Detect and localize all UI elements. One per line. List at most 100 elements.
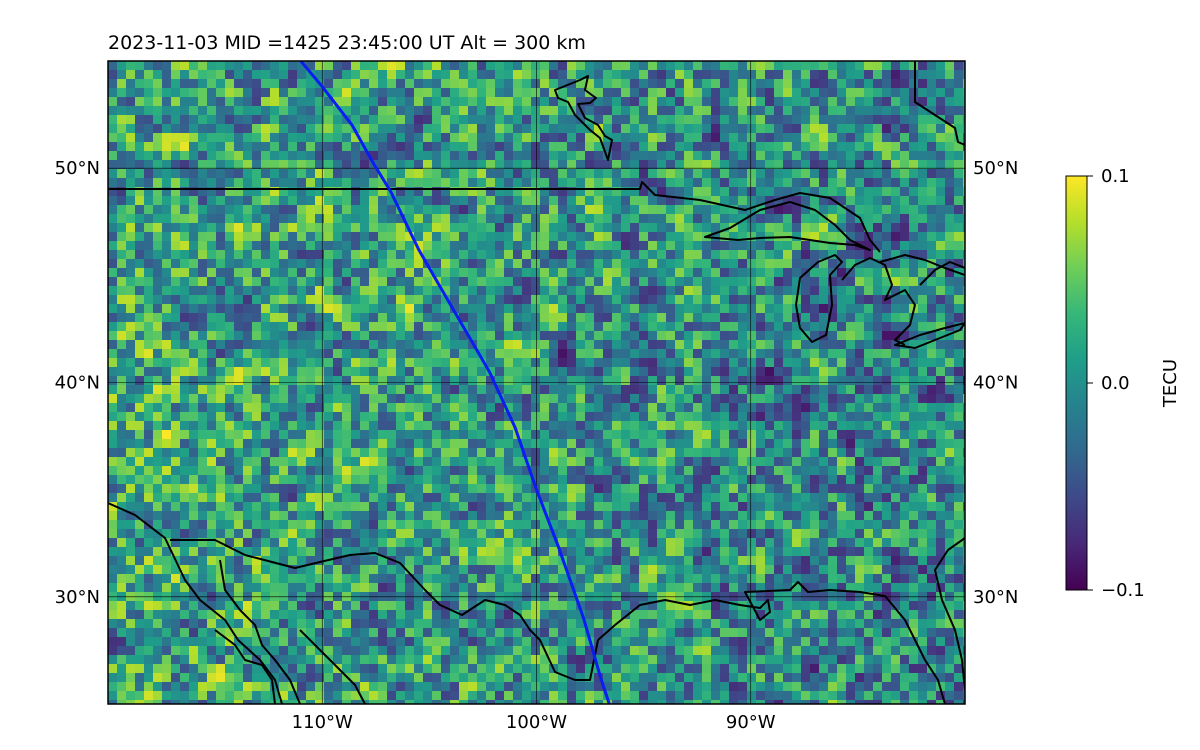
tec-cell	[765, 475, 775, 485]
tec-cell	[288, 331, 298, 341]
tec-cell	[108, 421, 118, 431]
tec-cell	[864, 97, 874, 107]
tec-cell	[855, 340, 865, 350]
tec-cell	[180, 340, 190, 350]
tec-cell	[765, 385, 775, 395]
tec-cell	[513, 502, 523, 512]
tec-cell	[333, 97, 343, 107]
tec-cell	[630, 475, 640, 485]
tec-cell	[567, 223, 577, 233]
tec-cell	[180, 331, 190, 341]
tec-cell	[450, 511, 460, 521]
tec-cell	[522, 223, 532, 233]
tec-cell	[855, 313, 865, 323]
tec-cell	[666, 520, 676, 530]
tec-cell	[486, 97, 496, 107]
tec-cell	[315, 412, 325, 422]
tec-cell	[765, 124, 775, 134]
tec-cell	[549, 169, 559, 179]
tec-cell	[432, 412, 442, 422]
tec-cell	[153, 268, 163, 278]
tec-cell	[477, 457, 487, 467]
tec-cell	[414, 385, 424, 395]
tec-cell	[810, 160, 820, 170]
tec-cell	[855, 115, 865, 125]
tec-cell	[405, 457, 415, 467]
tec-cell	[783, 169, 793, 179]
tec-cell	[693, 511, 703, 521]
tec-cell	[927, 88, 937, 98]
tec-cell	[774, 520, 784, 530]
tec-cell	[189, 448, 199, 458]
tec-cell	[414, 205, 424, 215]
tec-cell	[711, 61, 721, 71]
tec-cell	[810, 520, 820, 530]
tec-cell	[396, 214, 406, 224]
tec-cell	[216, 205, 226, 215]
tec-cell	[846, 115, 856, 125]
tec-cell	[513, 223, 523, 233]
tec-cell	[873, 133, 883, 143]
tec-cell	[558, 295, 568, 305]
tec-cell	[855, 475, 865, 485]
tec-cell	[819, 268, 829, 278]
tec-cell	[495, 169, 505, 179]
tec-cell	[810, 268, 820, 278]
tec-cell	[270, 412, 280, 422]
tec-cell	[927, 457, 937, 467]
tec-cell	[657, 520, 667, 530]
tec-cell	[945, 502, 955, 512]
tec-cell	[207, 295, 217, 305]
tec-cell	[378, 232, 388, 242]
tec-cell	[261, 394, 271, 404]
tec-cell	[477, 205, 487, 215]
tec-cell	[702, 133, 712, 143]
tec-cell	[918, 313, 928, 323]
tec-cell	[540, 493, 550, 503]
tec-cell	[450, 412, 460, 422]
tec-cell	[531, 304, 541, 314]
tec-cell	[738, 448, 748, 458]
tec-cell	[261, 448, 271, 458]
tec-cell	[675, 340, 685, 350]
tec-cell	[522, 142, 532, 152]
tec-cell	[207, 133, 217, 143]
tec-cell	[576, 205, 586, 215]
tec-cell	[864, 115, 874, 125]
tec-cell	[171, 421, 181, 431]
tec-cell	[261, 205, 271, 215]
tec-cell	[234, 277, 244, 287]
tec-cell	[441, 349, 451, 359]
tec-cell	[801, 358, 811, 368]
tec-cell	[729, 313, 739, 323]
tec-cell	[900, 79, 910, 89]
tec-cell	[351, 250, 361, 260]
tec-cell	[306, 367, 316, 377]
tec-cell	[189, 268, 199, 278]
tec-cell	[126, 295, 136, 305]
tec-cell	[648, 250, 658, 260]
tec-cell	[495, 241, 505, 251]
tec-cell	[117, 196, 127, 206]
tec-cell	[927, 223, 937, 233]
tec-cell	[297, 79, 307, 89]
tec-cell	[720, 349, 730, 359]
tec-cell	[747, 421, 757, 431]
tec-cell	[252, 511, 262, 521]
tec-cell	[837, 331, 847, 341]
tec-cell	[657, 178, 667, 188]
tec-cell	[864, 61, 874, 71]
tec-cell	[666, 268, 676, 278]
tec-cell	[378, 259, 388, 269]
tec-cell	[513, 196, 523, 206]
tec-cell	[567, 466, 577, 476]
tec-cell	[747, 439, 757, 449]
tec-cell	[522, 79, 532, 89]
tec-cell	[261, 241, 271, 251]
tec-cell	[414, 358, 424, 368]
tec-cell	[387, 115, 397, 125]
tec-cell	[423, 376, 433, 386]
tec-cell	[549, 178, 559, 188]
tec-cell	[621, 277, 631, 287]
tec-cell	[117, 151, 127, 161]
